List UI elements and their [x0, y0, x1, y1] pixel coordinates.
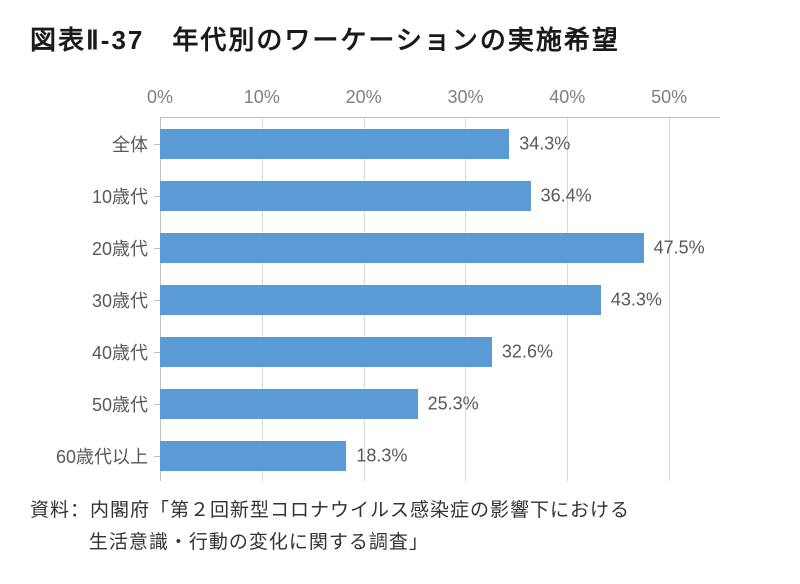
bar: 43.3% [160, 285, 601, 315]
value-label: 36.4% [531, 186, 592, 207]
chart-title: 図表Ⅱ-37 年代別のワーケーションの実施希望 [30, 20, 770, 57]
source-line2: 生活意識・行動の変化に関する調査」 [30, 532, 429, 553]
category-label: 20歳代 [92, 235, 160, 261]
bar-row: 50歳代25.3% [160, 378, 720, 430]
source-citation: 資料：内閣府「第２回新型コロナウイルス感染症の影響下における 生活意識・行動の変… [30, 495, 770, 560]
x-axis-tick-label: 50% [651, 87, 687, 108]
source-line1: 内閣府「第２回新型コロナウイルス感染症の影響下における [90, 500, 630, 521]
x-axis-labels: 0%10%20%30%40%50% [160, 87, 720, 117]
value-label: 47.5% [644, 238, 705, 259]
bar-row: 40歳代32.6% [160, 326, 720, 378]
x-axis-tick-label: 20% [346, 87, 382, 108]
bar-row: 30歳代43.3% [160, 274, 720, 326]
category-label: 30歳代 [92, 287, 160, 313]
category-label: 全体 [112, 131, 160, 157]
bar: 32.6% [160, 337, 492, 367]
bar-row: 20歳代47.5% [160, 222, 720, 274]
bar-row: 60歳代以上18.3% [160, 430, 720, 482]
bar-row: 全体34.3% [160, 118, 720, 170]
category-label: 10歳代 [92, 183, 160, 209]
x-axis-tick-label: 0% [147, 87, 173, 108]
bar: 34.3% [160, 129, 509, 159]
x-axis-tick-label: 30% [447, 87, 483, 108]
category-label: 60歳代以上 [56, 443, 160, 469]
category-label: 50歳代 [92, 391, 160, 417]
x-axis-tick-label: 10% [244, 87, 280, 108]
value-label: 43.3% [601, 290, 662, 311]
chart-area: 0%10%20%30%40%50% 全体34.3%10歳代36.4%20歳代47… [50, 87, 750, 481]
bar: 25.3% [160, 389, 418, 419]
bar-row: 10歳代36.4% [160, 170, 720, 222]
bar: 18.3% [160, 441, 346, 471]
plot-area: 全体34.3%10歳代36.4%20歳代47.5%30歳代43.3%40歳代32… [160, 117, 720, 481]
category-label: 40歳代 [92, 339, 160, 365]
source-prefix: 資料： [30, 500, 90, 521]
value-label: 25.3% [418, 394, 479, 415]
value-label: 32.6% [492, 342, 553, 363]
bar: 47.5% [160, 233, 644, 263]
value-label: 34.3% [509, 134, 570, 155]
value-label: 18.3% [346, 446, 407, 467]
bar: 36.4% [160, 181, 531, 211]
x-axis-tick-label: 40% [549, 87, 585, 108]
